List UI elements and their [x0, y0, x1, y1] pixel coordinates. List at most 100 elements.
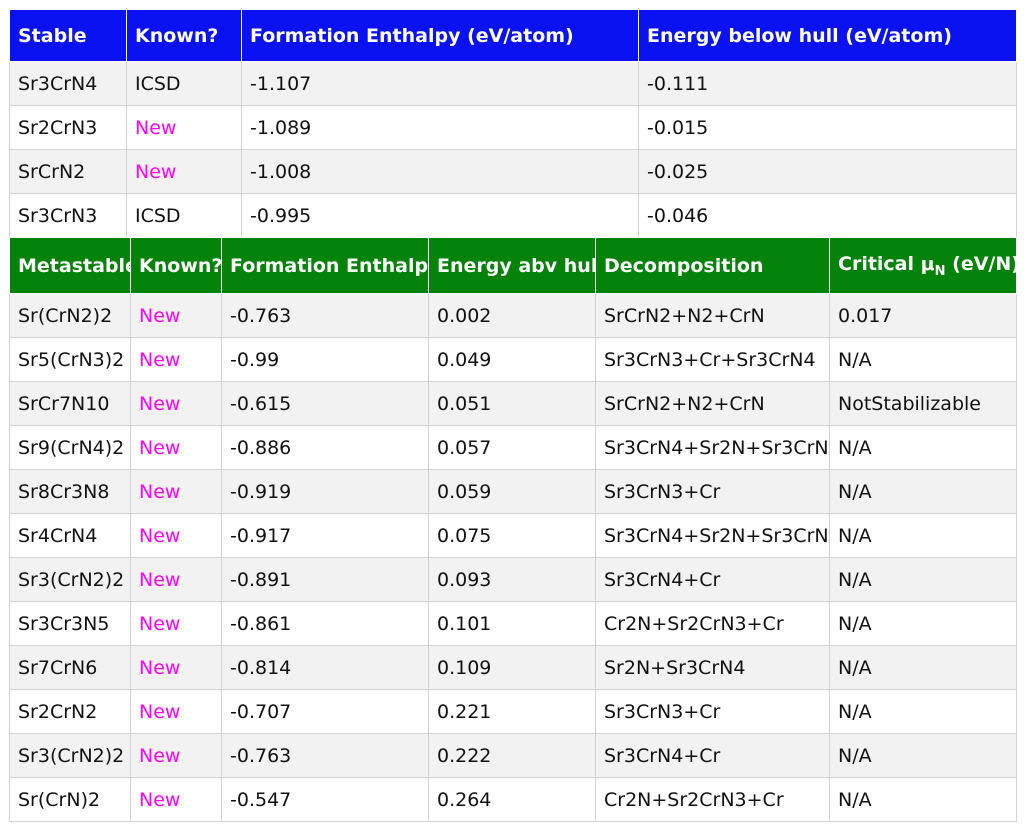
hull-cell: -0.015	[638, 105, 1017, 150]
compound-cell: Sr2CrN2	[9, 689, 131, 734]
compound-cell: Sr7CrN6	[9, 645, 131, 690]
metastable-compounds-table: Metastable Known? Formation Enthalpy Ene…	[9, 237, 1017, 822]
critical-header-subscript: N	[934, 263, 946, 279]
critical-cell: N/A	[829, 513, 1017, 558]
known-cell: New	[130, 733, 222, 778]
metastable-header-hull: Energy abv hull	[428, 237, 596, 294]
critical-cell: 0.017	[829, 293, 1017, 338]
hull-cell: 0.049	[428, 337, 596, 382]
known-cell: New	[130, 777, 222, 822]
metastable-header-row: Metastable Known? Formation Enthalpy Ene…	[9, 237, 1017, 294]
table-row: SrCr7N10 New -0.615 0.051 SrCrN2+N2+CrN NotSt…	[9, 381, 1017, 426]
known-cell: New	[126, 105, 242, 150]
enthalpy-cell: -1.107	[241, 61, 639, 106]
table-row: Sr(CrN)2 New -0.547 0.264 Cr2N+Sr2CrN3+Cr N/A	[9, 777, 1017, 822]
enthalpy-cell: -0.861	[221, 601, 429, 646]
compound-cell: SrCr7N10	[9, 381, 131, 426]
compound-cell: Sr3(CrN2)2	[9, 557, 131, 602]
known-cell: New	[130, 689, 222, 734]
compound-cell: Sr3Cr3N5	[9, 601, 131, 646]
table-row: Sr2CrN3 New -1.089 -0.015	[9, 105, 1017, 150]
compound-cell: Sr3CrN4	[9, 61, 127, 106]
compound-cell: Sr9(CrN4)2	[9, 425, 131, 470]
enthalpy-cell: -0.763	[221, 733, 429, 778]
table-row: Sr3Cr3N5 New -0.861 0.101 Cr2N+Sr2CrN3+Cr N/A	[9, 601, 1017, 646]
table-row: SrCrN2 New -1.008 -0.025	[9, 149, 1017, 194]
compound-cell: Sr4CrN4	[9, 513, 131, 558]
known-cell: New	[126, 149, 242, 194]
decomposition-cell: Sr3CrN3+Cr	[595, 689, 830, 734]
known-cell: New	[130, 425, 222, 470]
metastable-header-critical: Critical μN (eV/N)	[829, 237, 1017, 294]
compound-cell: Sr(CrN)2	[9, 777, 131, 822]
compound-cell: Sr3CrN3	[9, 193, 127, 238]
critical-cell: N/A	[829, 557, 1017, 602]
decomposition-cell: Cr2N+Sr2CrN3+Cr	[595, 777, 830, 822]
enthalpy-cell: -0.891	[221, 557, 429, 602]
metastable-header-known: Known?	[130, 237, 222, 294]
enthalpy-cell: -1.008	[241, 149, 639, 194]
known-cell: New	[130, 645, 222, 690]
enthalpy-cell: -0.814	[221, 645, 429, 690]
hull-cell: 0.109	[428, 645, 596, 690]
decomposition-cell: Sr3CrN3+Cr+Sr3CrN4	[595, 337, 830, 382]
table-row: Sr9(CrN4)2 New -0.886 0.057 Sr3CrN4+Sr2N+Sr3…	[9, 425, 1017, 470]
hull-cell: 0.093	[428, 557, 596, 602]
table-row: Sr5(CrN3)2 New -0.99 0.049 Sr3CrN3+Cr+Sr3CrN…	[9, 337, 1017, 382]
hull-cell: 0.075	[428, 513, 596, 558]
enthalpy-cell: -1.089	[241, 105, 639, 150]
known-cell: New	[130, 337, 222, 382]
table-row: Sr3(CrN2)2 New -0.891 0.093 Sr3CrN4+Cr N/A	[9, 557, 1017, 602]
metastable-header-decomposition: Decomposition	[595, 237, 830, 294]
enthalpy-cell: -0.919	[221, 469, 429, 514]
decomposition-cell: Sr3CrN4+Cr	[595, 733, 830, 778]
known-cell: New	[130, 557, 222, 602]
table-row: Sr7CrN6 New -0.814 0.109 Sr2N+Sr3CrN4 N/A	[9, 645, 1017, 690]
decomposition-cell: Cr2N+Sr2CrN3+Cr	[595, 601, 830, 646]
enthalpy-cell: -0.995	[241, 193, 639, 238]
enthalpy-cell: -0.615	[221, 381, 429, 426]
decomposition-cell: Sr3CrN3+Cr	[595, 469, 830, 514]
known-cell: New	[130, 601, 222, 646]
critical-cell: N/A	[829, 645, 1017, 690]
decomposition-cell: SrCrN2+N2+CrN	[595, 381, 830, 426]
hull-cell: 0.002	[428, 293, 596, 338]
critical-cell: N/A	[829, 689, 1017, 734]
compound-cell: SrCrN2	[9, 149, 127, 194]
hull-cell: -0.025	[638, 149, 1017, 194]
stable-table-body: Sr3CrN4 ICSD -1.107 -0.111 Sr2CrN3 New -1.089-…	[9, 61, 1017, 238]
decomposition-cell: Sr3CrN4+Sr2N+Sr3CrN3	[595, 513, 830, 558]
enthalpy-cell: -0.99	[221, 337, 429, 382]
hull-cell: 0.264	[428, 777, 596, 822]
enthalpy-cell: -0.547	[221, 777, 429, 822]
compound-cell: Sr5(CrN3)2	[9, 337, 131, 382]
known-cell: New	[130, 513, 222, 558]
metastable-header-compound: Metastable	[9, 237, 131, 294]
stable-header-known: Known?	[126, 9, 242, 62]
decomposition-cell: Sr3CrN4+Sr2N+Sr3CrN3	[595, 425, 830, 470]
critical-cell: N/A	[829, 733, 1017, 778]
decomposition-cell: Sr2N+Sr3CrN4	[595, 645, 830, 690]
critical-cell: NotStabilizable	[829, 381, 1017, 426]
stable-header-compound: Stable	[9, 9, 127, 62]
metastable-table-body: Sr(CrN2)2 New -0.763 0.002 SrCrN2+N2+CrN 0.01…	[9, 293, 1017, 822]
decomposition-cell: SrCrN2+N2+CrN	[595, 293, 830, 338]
hull-cell: 0.051	[428, 381, 596, 426]
table-row: Sr3CrN3 ICSD -0.995 -0.046	[9, 193, 1017, 238]
hull-cell: 0.059	[428, 469, 596, 514]
hull-cell: 0.222	[428, 733, 596, 778]
known-cell: New	[130, 381, 222, 426]
known-cell: New	[130, 469, 222, 514]
enthalpy-cell: -0.763	[221, 293, 429, 338]
stable-header-hull: Energy below hull (eV/atom)	[638, 9, 1017, 62]
enthalpy-cell: -0.707	[221, 689, 429, 734]
enthalpy-cell: -0.917	[221, 513, 429, 558]
table-row: Sr3CrN4 ICSD -1.107 -0.111	[9, 61, 1017, 106]
hull-cell: -0.046	[638, 193, 1017, 238]
hull-cell: 0.101	[428, 601, 596, 646]
table-row: Sr8Cr3N8 New -0.919 0.059 Sr3CrN3+Cr N/A	[9, 469, 1017, 514]
compound-cell: Sr2CrN3	[9, 105, 127, 150]
stable-header-enthalpy: Formation Enthalpy (eV/atom)	[241, 9, 639, 62]
stable-compounds-table: Stable Known? Formation Enthalpy (eV/ato…	[9, 9, 1017, 238]
critical-header-prefix: Critical μ	[838, 252, 935, 275]
